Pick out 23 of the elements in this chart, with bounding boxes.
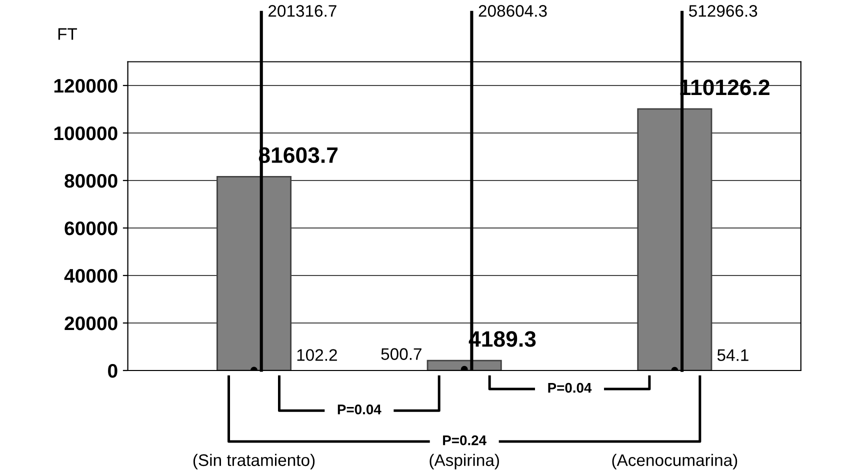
bar [426, 360, 502, 370]
y-tick-label: 40000 [64, 268, 118, 283]
text: P=0.04 [338, 404, 382, 414]
x-tick-label: (Acenocumarina) [612, 454, 738, 470]
text: 512966.3 [689, 5, 758, 17]
annotation: 500.7 [381, 348, 422, 360]
y-tick-label: 60000 [64, 221, 118, 236]
y-tick-label: 120000 [54, 78, 118, 93]
x-tick-label: (Aspirina) [430, 454, 499, 470]
text: P=0.04 [548, 382, 592, 393]
text: P=0.24 [443, 435, 486, 446]
annotation: 102.2 [297, 349, 337, 361]
y-tick-label: 100000 [54, 126, 118, 140]
x-tick-label: (Sin tratamiento) [193, 454, 315, 470]
y-axis-title: FT [58, 28, 78, 40]
bar [216, 176, 292, 370]
y-tick-label: 20000 [64, 316, 118, 330]
y-tick-label: 0 [108, 364, 118, 378]
y-tick-label: 80000 [64, 174, 118, 188]
annotation: 54.1 [717, 349, 748, 362]
text: 208604.3 [478, 5, 547, 17]
text: 201316.7 [268, 5, 336, 17]
bar [637, 108, 712, 370]
